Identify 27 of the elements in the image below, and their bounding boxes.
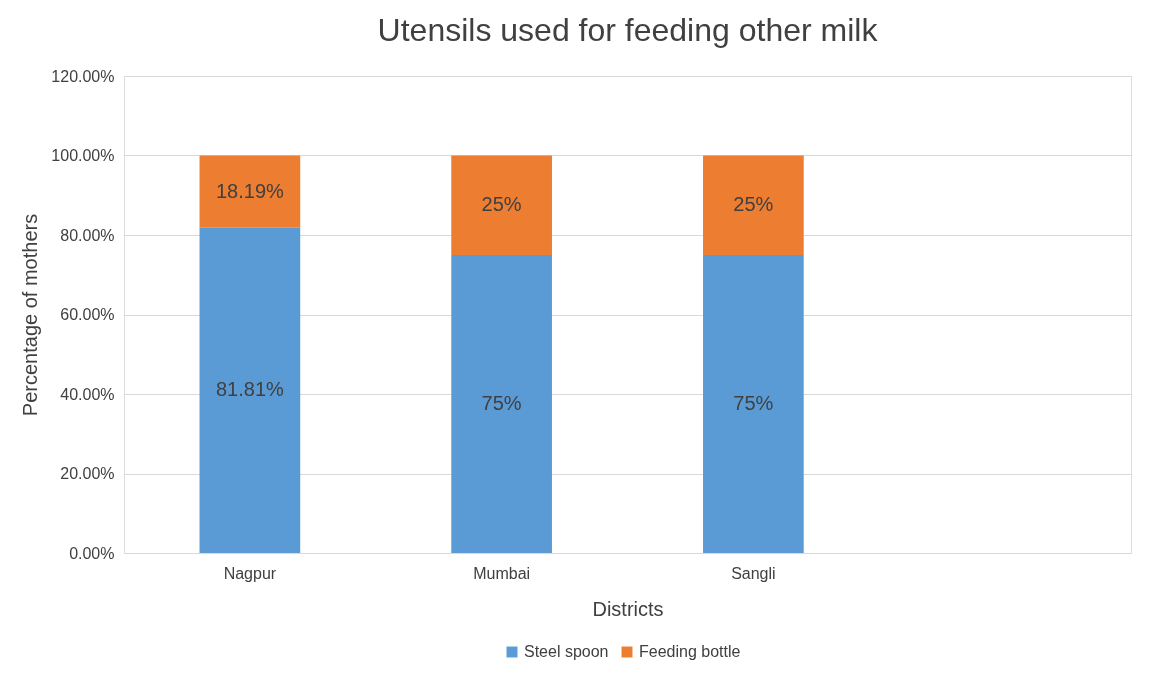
y-tick-label: 80.00% — [60, 226, 115, 244]
data-label: 25% — [733, 193, 774, 216]
chart-title: Utensils used for feeding other milk — [377, 12, 879, 48]
bar — [451, 254, 552, 553]
data-label: 25% — [481, 193, 522, 216]
y-tick-label: 60.00% — [60, 306, 115, 323]
data-label: 75% — [733, 391, 774, 414]
x-tick-label: Mumbai — [473, 564, 531, 582]
y-tick-label: 120.00% — [51, 67, 115, 85]
data-label: 75% — [481, 391, 522, 414]
legend-label: Steel spoon — [524, 643, 609, 660]
y-tick-label: 100.00% — [51, 147, 115, 164]
bar — [703, 254, 804, 553]
data-label: 81.81% — [215, 378, 284, 401]
y-tick-label: 20.00% — [60, 465, 115, 482]
data-label: 18.19% — [215, 179, 284, 202]
legend-label: Feeding bottle — [639, 643, 741, 660]
bar — [199, 227, 301, 553]
x-axis-title: Districts — [592, 597, 664, 620]
bar — [199, 155, 301, 228]
bar — [703, 155, 804, 255]
y-tick-label: 0.00% — [69, 544, 115, 562]
y-axis-title: Percentage of mothers — [19, 213, 42, 417]
bar — [451, 155, 552, 255]
x-tick-label: Sangli — [731, 564, 776, 582]
y-tick-label: 40.00% — [60, 385, 115, 403]
x-tick-label: Nagpur — [223, 564, 277, 582]
